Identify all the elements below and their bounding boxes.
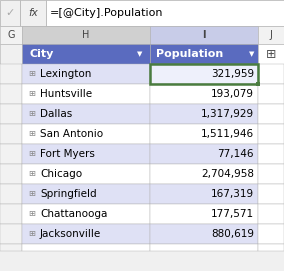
Text: ⊞: ⊞ (28, 69, 35, 79)
Text: 77,146: 77,146 (218, 149, 254, 159)
Bar (258, 44, 284, 64)
Text: ⊞: ⊞ (28, 189, 35, 198)
Text: Lexington: Lexington (40, 69, 91, 79)
Bar (0, 184, 22, 204)
Bar (0, 224, 22, 244)
Bar (258, 244, 284, 251)
Bar (0, 244, 22, 251)
Bar (150, 244, 258, 251)
Bar (258, 64, 284, 84)
Bar (0, 164, 22, 184)
Bar (150, 184, 258, 204)
Text: ⊞: ⊞ (28, 89, 35, 98)
Text: ⊞: ⊞ (28, 150, 35, 159)
Bar (22, 224, 150, 244)
Bar (0, 104, 22, 124)
Bar (0, 44, 22, 64)
Text: Huntsville: Huntsville (40, 89, 92, 99)
Text: Chattanooga: Chattanooga (40, 209, 107, 219)
Bar (150, 44, 258, 64)
Bar (258, 164, 284, 184)
Bar (0, 144, 22, 164)
Text: 2,704,958: 2,704,958 (201, 169, 254, 179)
Text: ✓: ✓ (5, 8, 15, 18)
Bar (258, 84, 284, 104)
Bar (150, 124, 258, 144)
Bar (150, 164, 258, 184)
Bar (150, 224, 258, 244)
Bar (46, 0, 284, 26)
Text: 193,079: 193,079 (211, 89, 254, 99)
Text: Population: Population (156, 49, 223, 59)
Bar (258, 184, 284, 204)
Bar (22, 164, 150, 184)
Bar (22, 64, 150, 84)
Text: ⊞: ⊞ (28, 230, 35, 238)
Bar (150, 104, 258, 124)
Text: J: J (270, 30, 272, 40)
Text: City: City (30, 49, 54, 59)
Text: 177,571: 177,571 (211, 209, 254, 219)
Bar (20, 0, 46, 26)
Text: 1,511,946: 1,511,946 (201, 129, 254, 139)
Bar (150, 26, 258, 44)
Text: ⊞: ⊞ (266, 47, 276, 60)
Text: San Antonio: San Antonio (40, 129, 103, 139)
Bar (0, 26, 22, 44)
Bar (0, 0, 284, 26)
Bar (258, 224, 284, 244)
Bar (0, 124, 22, 144)
Text: ▼: ▼ (137, 51, 143, 57)
Text: 880,619: 880,619 (211, 229, 254, 239)
Text: Chicago: Chicago (40, 169, 82, 179)
Bar (150, 84, 258, 104)
Text: 167,319: 167,319 (211, 189, 254, 199)
Bar (150, 64, 258, 84)
Bar (150, 204, 258, 224)
Text: ⊞: ⊞ (28, 169, 35, 179)
Text: Fort Myers: Fort Myers (40, 149, 95, 159)
Text: ⊞: ⊞ (28, 109, 35, 118)
Text: Jacksonville: Jacksonville (40, 229, 101, 239)
Bar (0, 84, 22, 104)
Bar (258, 104, 284, 124)
Bar (258, 204, 284, 224)
Text: G: G (7, 30, 15, 40)
Bar (0, 0, 20, 26)
Bar (22, 44, 150, 64)
Bar (258, 124, 284, 144)
Text: Dallas: Dallas (40, 109, 72, 119)
Bar (22, 184, 150, 204)
Text: ▼: ▼ (249, 51, 255, 57)
Bar (258, 144, 284, 164)
Bar (0, 64, 22, 84)
Text: ⊞: ⊞ (28, 209, 35, 218)
Bar (22, 84, 150, 104)
Text: 1,317,929: 1,317,929 (201, 109, 254, 119)
Bar (0, 204, 22, 224)
Text: fx: fx (28, 8, 38, 18)
Text: 321,959: 321,959 (211, 69, 254, 79)
Bar (258, 26, 284, 44)
Bar (22, 204, 150, 224)
Bar (22, 124, 150, 144)
Bar (22, 26, 150, 44)
Bar (22, 104, 150, 124)
Bar (150, 144, 258, 164)
Text: Springfield: Springfield (40, 189, 97, 199)
Text: H: H (82, 30, 90, 40)
Bar (256, 82, 260, 86)
Text: I: I (202, 30, 206, 40)
Text: ⊞: ⊞ (28, 130, 35, 138)
Bar (150, 64, 258, 84)
Bar (22, 244, 150, 251)
Bar (22, 144, 150, 164)
Text: =[@City].Population: =[@City].Population (50, 8, 164, 18)
